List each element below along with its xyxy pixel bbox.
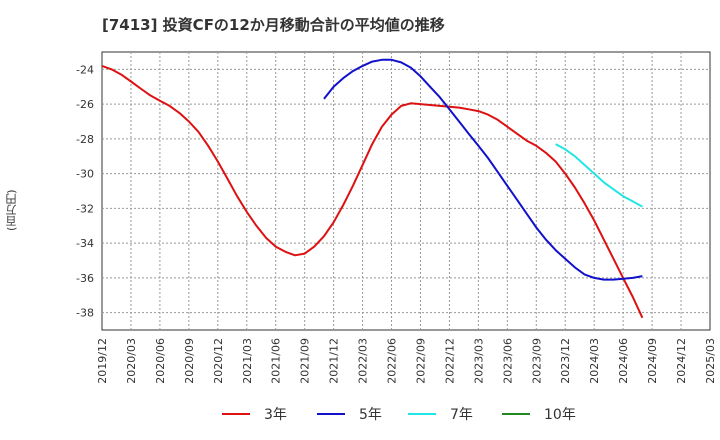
x-tick-label: 2024/12 <box>675 338 688 384</box>
legend-label: 3年 <box>264 407 287 423</box>
x-tick-label: 2020/03 <box>125 338 138 384</box>
y-tick-label: -36 <box>76 272 94 285</box>
series-line <box>555 143 643 208</box>
y-tick-label: -24 <box>76 63 94 76</box>
x-tick-label: 2023/12 <box>559 338 572 384</box>
x-tick-label: 2024/06 <box>617 338 630 384</box>
series-lines <box>101 58 644 319</box>
legend-label: 5年 <box>359 407 382 423</box>
x-tick-label: 2023/09 <box>530 338 543 384</box>
chart-title: [7413] 投資CFの12か月移動合計の平均値の推移 <box>102 16 445 34</box>
x-tick-label: 2022/03 <box>357 338 370 384</box>
y-tick-label: -28 <box>76 133 94 146</box>
x-axis-ticks: 2019/12 2020/03 2020/06 2020/09 2020/12 2021/… <box>96 338 717 384</box>
x-tick-label: 2024/09 <box>646 338 659 384</box>
plot-area <box>101 51 711 331</box>
x-tick-label: 2021/12 <box>328 338 341 384</box>
series-line <box>101 64 644 319</box>
y-tick-label: -38 <box>76 307 94 320</box>
legend-label: 7年 <box>450 407 473 423</box>
x-tick-label: 2024/03 <box>588 338 601 384</box>
legend-label: 10年 <box>544 407 576 423</box>
series-line <box>323 58 643 281</box>
x-tick-label: 2022/09 <box>414 338 427 384</box>
x-tick-label: 2022/06 <box>386 338 399 384</box>
x-tick-label: 2019/12 <box>96 338 109 384</box>
x-tick-label: 2022/12 <box>443 338 456 384</box>
y-axis-ticks: -24 -26 -28 -30 -32 -34 -36 -38 <box>76 63 94 319</box>
y-tick-label: -26 <box>76 98 94 111</box>
x-tick-label: 2023/06 <box>501 338 514 384</box>
x-tick-label: 2021/06 <box>270 338 283 384</box>
x-tick-label: 2021/09 <box>299 338 312 384</box>
x-tick-label: 2020/09 <box>183 338 196 384</box>
x-tick-label: 2020/12 <box>212 338 225 384</box>
x-tick-label: 2023/03 <box>472 338 485 384</box>
legend: 3年 5年 7年 10年 <box>222 407 576 423</box>
x-tick-label: 2021/03 <box>241 338 254 384</box>
y-tick-label: -34 <box>76 237 94 250</box>
y-tick-label: -30 <box>76 168 94 181</box>
x-tick-label: 2020/06 <box>154 338 167 384</box>
y-tick-label: -32 <box>76 202 94 215</box>
x-tick-label: 2025/03 <box>704 338 717 384</box>
